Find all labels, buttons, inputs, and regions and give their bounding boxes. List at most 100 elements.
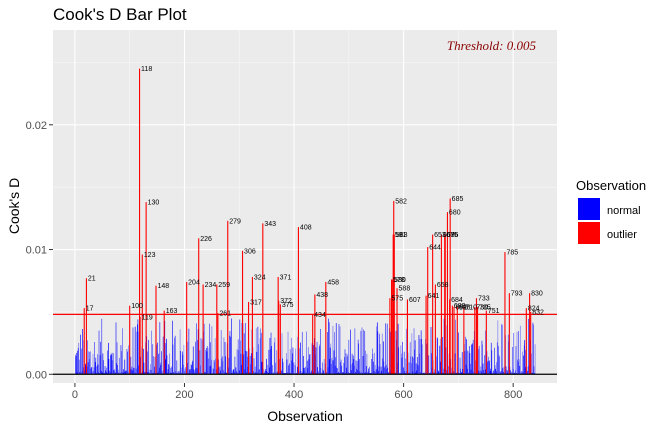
bar-normal: [433, 369, 435, 375]
bar-normal: [133, 371, 135, 375]
bar-normal: [194, 370, 196, 375]
bar-normal: [184, 368, 186, 375]
bar-normal: [458, 372, 460, 375]
bar-normal: [245, 350, 247, 375]
bar-normal: [327, 367, 329, 375]
outlier-label: 692: [456, 304, 468, 311]
bar-normal: [238, 350, 240, 375]
bar-normal: [481, 340, 483, 375]
bar-normal: [207, 347, 209, 375]
bar-normal: [148, 371, 150, 375]
bar-normal: [299, 348, 300, 375]
outlier-label: 148: [157, 283, 169, 290]
bar-normal: [135, 373, 137, 375]
bar-normal: [443, 368, 444, 375]
bar-normal: [370, 372, 372, 375]
bar-normal: [286, 352, 287, 375]
bar-normal: [102, 353, 104, 375]
bar-normal: [345, 353, 347, 375]
bar-normal: [89, 352, 91, 375]
bar-normal: [249, 372, 251, 375]
bar-normal: [140, 372, 142, 375]
bar-normal: [336, 367, 338, 375]
bar-normal: [296, 372, 298, 375]
bar-normal: [181, 351, 183, 375]
bar-normal: [209, 342, 211, 375]
bar-normal: [468, 346, 470, 375]
bar-normal: [503, 366, 505, 375]
bar-normal: [138, 365, 139, 375]
bar-normal: [498, 354, 500, 375]
bar-normal: [75, 356, 77, 375]
bar-normal: [351, 370, 352, 375]
bar-outlier: [145, 202, 147, 375]
bar-normal: [208, 358, 209, 375]
bar-normal: [90, 367, 92, 375]
bar-normal: [472, 343, 473, 375]
bar-normal: [355, 360, 357, 375]
bar-normal: [442, 336, 443, 375]
bar-outlier: [227, 220, 229, 375]
bar-normal: [272, 373, 274, 375]
bar-normal: [220, 330, 222, 375]
bar-normal: [304, 368, 305, 375]
bar-outlier: [451, 305, 453, 375]
bar-normal: [161, 351, 162, 375]
x-axis-title: Observation: [267, 408, 342, 424]
bar-normal: [383, 361, 385, 375]
y-axis-ticks: 0.00 0.01 0.02: [26, 120, 53, 381]
bar-normal: [212, 373, 213, 375]
bar-normal: [214, 362, 215, 375]
bar-outlier: [202, 284, 204, 375]
bar-normal: [495, 368, 496, 375]
bar-normal: [160, 365, 161, 375]
bar-normal: [356, 361, 358, 375]
bar-normal: [134, 367, 135, 375]
bar-normal: [379, 344, 381, 375]
bar-normal: [108, 359, 110, 375]
outlier-label: 119: [142, 314, 153, 321]
bar-normal: [258, 344, 259, 375]
bar-outlier: [432, 234, 434, 375]
bar-normal: [199, 350, 201, 375]
bar-normal: [320, 367, 322, 375]
bar-normal: [478, 345, 480, 375]
bar-normal: [265, 371, 267, 375]
bar-normal: [118, 357, 120, 375]
bar-normal: [271, 346, 272, 375]
bar-normal: [276, 350, 277, 375]
bar-normal: [342, 372, 344, 375]
bar-normal: [331, 357, 333, 375]
bar-outlier: [396, 288, 398, 375]
outlier-label: 317: [250, 299, 262, 306]
bar-normal: [288, 365, 289, 375]
bar-normal: [464, 351, 466, 375]
bar-normal: [494, 365, 496, 375]
bar-normal: [487, 360, 489, 375]
bar-normal: [358, 359, 360, 375]
bar-normal: [78, 342, 80, 375]
bar-normal: [326, 373, 328, 375]
bar-normal: [328, 322, 330, 375]
bar-normal: [223, 370, 224, 375]
bar-normal: [492, 372, 494, 375]
bar-normal: [94, 341, 95, 375]
bar-normal: [121, 351, 122, 375]
bar-normal: [511, 372, 513, 375]
bar-normal: [304, 371, 306, 375]
outlier-label: 234: [205, 282, 217, 289]
outlier-label: 785: [506, 250, 518, 257]
bar-normal: [166, 355, 168, 375]
bar-normal: [450, 372, 452, 375]
bar-normal: [332, 325, 334, 375]
bar-normal: [80, 372, 82, 375]
bar-normal: [192, 346, 194, 375]
bar-outlier: [279, 304, 281, 375]
bar-normal: [473, 371, 475, 375]
bar-normal: [117, 364, 118, 375]
bar-normal: [264, 370, 266, 375]
bar-normal: [493, 370, 494, 375]
bar-normal: [212, 368, 214, 375]
bar-normal: [98, 372, 99, 375]
bar-normal: [310, 373, 312, 375]
